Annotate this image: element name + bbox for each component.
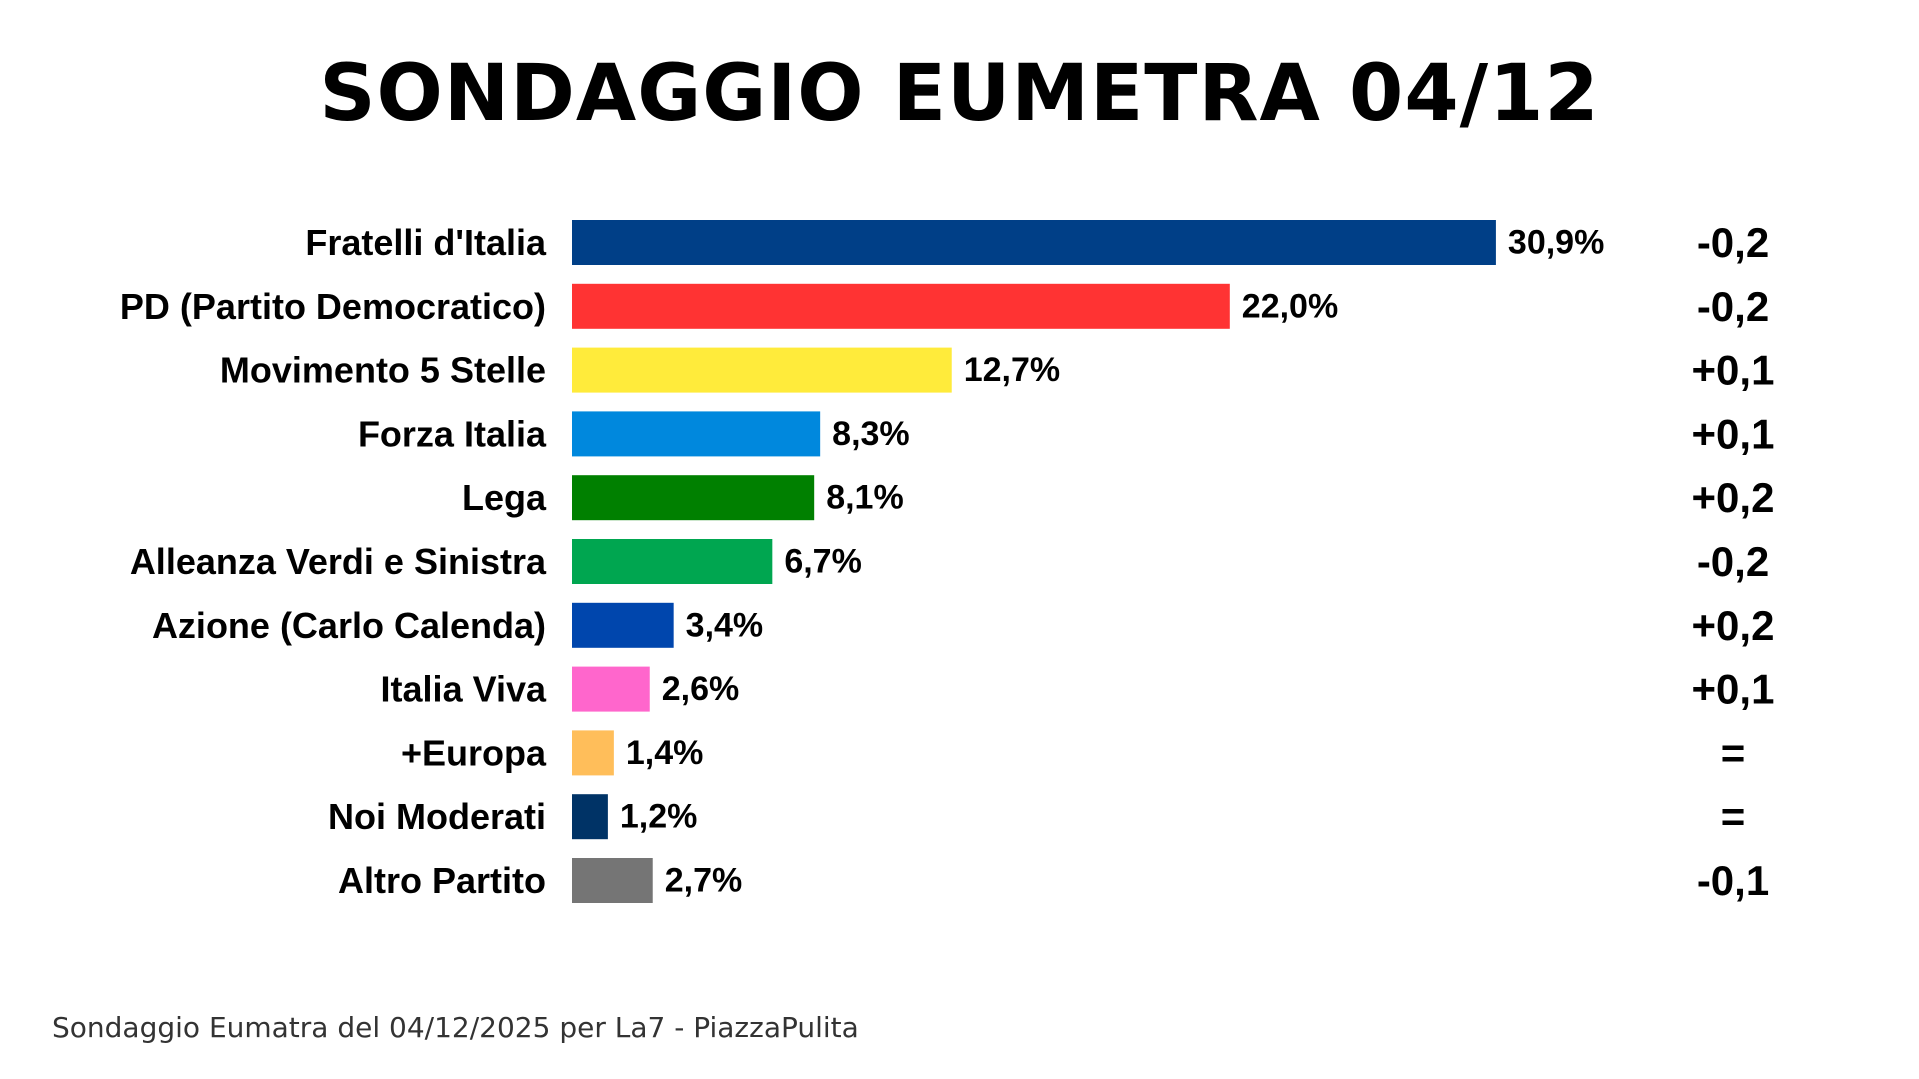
chart-title: SONDAGGIO EUMETRA 04/12 bbox=[319, 49, 1600, 139]
value-label: 2,6% bbox=[662, 670, 740, 708]
value-label: 1,4% bbox=[626, 734, 704, 772]
bar bbox=[572, 220, 1496, 265]
change-label: +0,1 bbox=[1692, 666, 1775, 713]
change-label: -0,2 bbox=[1697, 283, 1769, 330]
value-label: 2,7% bbox=[665, 862, 743, 900]
category-label: Fratelli d'Italia bbox=[305, 222, 547, 263]
category-label: PD (Partito Democratico) bbox=[120, 286, 546, 327]
bar bbox=[572, 858, 653, 903]
source-footnote: Sondaggio Eumatra del 04/12/2025 per La7… bbox=[52, 1011, 859, 1044]
bar bbox=[572, 411, 821, 457]
value-label: 8,3% bbox=[832, 415, 910, 453]
category-label: Lega bbox=[462, 477, 547, 518]
change-label: +0,1 bbox=[1692, 410, 1775, 457]
value-label: 8,1% bbox=[826, 479, 904, 517]
change-label: -0,2 bbox=[1697, 538, 1769, 585]
bar bbox=[572, 794, 608, 840]
category-label: Movimento 5 Stelle bbox=[220, 350, 546, 391]
category-label: +Europa bbox=[401, 732, 547, 773]
bar bbox=[572, 475, 815, 521]
value-label: 22,0% bbox=[1242, 287, 1338, 325]
change-label: -0,2 bbox=[1697, 219, 1769, 266]
bar bbox=[572, 283, 1230, 329]
change-label: +0,2 bbox=[1692, 602, 1775, 649]
category-label: Noi Moderati bbox=[328, 796, 546, 837]
change-label: -0,1 bbox=[1697, 857, 1769, 904]
value-label: 3,4% bbox=[686, 606, 764, 644]
change-label: +0,2 bbox=[1692, 474, 1775, 521]
category-label: Forza Italia bbox=[358, 413, 547, 454]
category-label: Azione (Carlo Calenda) bbox=[152, 605, 546, 646]
bar bbox=[572, 666, 650, 712]
value-label: 1,2% bbox=[620, 798, 698, 836]
category-label: Altro Partito bbox=[338, 860, 546, 901]
change-label: = bbox=[1721, 729, 1746, 776]
bar bbox=[572, 730, 614, 776]
bar bbox=[572, 347, 952, 393]
value-label: 6,7% bbox=[784, 543, 862, 581]
change-label: +0,1 bbox=[1692, 347, 1775, 394]
bar bbox=[572, 602, 674, 648]
bar bbox=[572, 539, 773, 584]
category-label: Alleanza Verdi e Sinistra bbox=[130, 541, 547, 582]
value-label: 30,9% bbox=[1508, 224, 1604, 262]
value-label: 12,7% bbox=[964, 351, 1060, 389]
category-label: Italia Viva bbox=[381, 669, 547, 710]
change-label: = bbox=[1721, 793, 1746, 840]
